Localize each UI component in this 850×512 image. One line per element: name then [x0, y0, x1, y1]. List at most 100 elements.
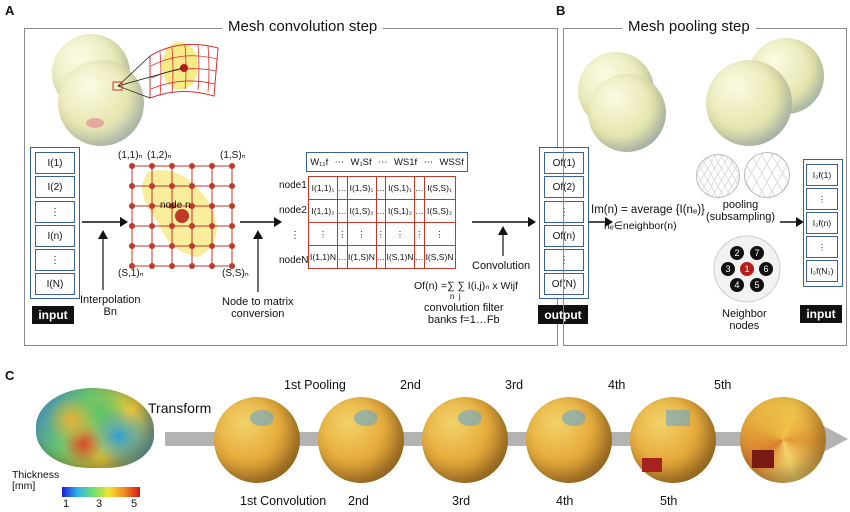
matrix-cell: I(S,S)₂	[423, 199, 456, 223]
matrix-cell: ⋮	[375, 222, 386, 246]
arrow-to-matrix	[240, 217, 282, 227]
matrix-row-label: node1	[279, 180, 307, 191]
matrix-row-label: ⋮	[290, 230, 300, 241]
matrix-cell: ⋮	[423, 222, 456, 246]
matrix-cell: I(1,S)₂	[346, 199, 377, 223]
pooling-formula: Im(n) = average {I(nₑ)}	[591, 204, 705, 216]
pooling-label: pooling (subsampling)	[706, 199, 776, 223]
transform-label: Transform	[148, 400, 212, 416]
matrix-cell: I(S,S)₁	[423, 176, 456, 200]
matrix-cell: I(1,1)₁	[308, 176, 338, 200]
pooling-formula-sub: nₑ∈neighbor(n)	[604, 220, 677, 232]
convolution-label: Convolution	[472, 260, 531, 272]
pooled-cell: I₂f(1)	[806, 164, 838, 186]
output-cell: Of(2)	[544, 176, 584, 198]
convolution-stage-label: 1st Convolution	[240, 494, 327, 508]
arrow-output-to-pooling	[589, 217, 613, 227]
matrix-cell: ⋮	[337, 222, 348, 246]
output-cell: Of(1)	[544, 152, 584, 174]
matrix-cell: …	[375, 176, 386, 200]
node-to-matrix-label: Node to matrix conversion	[222, 296, 294, 320]
matrix-cell: …	[414, 199, 425, 223]
neighbor-nodes-label: Neighbor nodes	[722, 308, 767, 332]
wire-sphere-fine	[696, 154, 740, 198]
weight-label: ⋯	[423, 156, 434, 168]
matrix-cell: I(1,1)N	[308, 245, 338, 269]
matrix-cell: …	[414, 245, 425, 269]
grid-label-bottom-left: (S,1)ₙ	[118, 268, 144, 279]
stage-sphere-6	[740, 397, 826, 483]
pooled-cell: ⋮	[806, 236, 838, 258]
pooling-stage-label: 4th	[608, 378, 626, 392]
colorbar-tick: 5	[131, 498, 138, 510]
table-row: ⋮ ⋮ ⋮ ⋮ ⋮ ⋮ ⋮	[308, 222, 456, 246]
grid-label-top-second: (1,2)ₙ	[147, 150, 172, 161]
output-cell: ⋮	[544, 249, 584, 271]
sphere-blue-patch	[458, 410, 482, 426]
matrix-cell: ⋮	[346, 222, 377, 246]
arrow-convolution	[498, 226, 508, 256]
matrix-cell: …	[337, 176, 348, 200]
convolution-stage-label: 5th	[660, 494, 678, 508]
panel-b-letter: B	[556, 3, 566, 18]
input-cell: I(N)	[35, 273, 75, 295]
grid-label-bottom-right: (S,S)ₙ	[222, 268, 249, 279]
grid-center-label: node n	[160, 200, 191, 211]
neighbor-node: 7	[750, 246, 764, 260]
matrix-cell: I(1,S)N	[346, 245, 377, 269]
colorbar-tick: 3	[96, 498, 103, 510]
grid-label-top-left: (1,1)ₙ	[118, 150, 143, 161]
matrix-cell: …	[337, 245, 348, 269]
input-cell: I(1)	[35, 152, 75, 174]
brain-surface	[36, 388, 154, 468]
weight-label: W₁₁f	[310, 156, 329, 168]
output-column: Of(1) Of(2) ⋮ Of(n) ⋮ Of(N)	[539, 147, 589, 299]
fine-sphere-front	[706, 60, 792, 146]
weight-label: ⋯	[378, 156, 388, 168]
neighbor-node: 5	[750, 278, 764, 292]
matrix-row-label: node2	[279, 205, 307, 216]
arrow-interpolation	[98, 230, 108, 290]
output-cell: Of(n)	[544, 225, 584, 247]
neighbor-node-center: 1	[740, 262, 754, 276]
thickness-colorbar	[62, 487, 140, 497]
panel-a-letter: A	[5, 3, 15, 18]
pooled-input-badge: input	[800, 305, 842, 323]
pooling-stage-label: 2nd	[400, 378, 421, 392]
matrix-cell: …	[375, 245, 386, 269]
weight-label: WSSf	[439, 156, 464, 168]
matrix-cell: I(S,S)N	[423, 245, 456, 269]
sphere-blue-patch	[562, 410, 586, 426]
colorbar-tick: 1	[63, 498, 70, 510]
input-cell: I(n)	[35, 225, 75, 247]
matrix-cell: ⋮	[385, 222, 415, 246]
table-row: I(1,1)₁ … I(1,S)₁ … I(S,1)₁ … I(S,S)₁	[308, 176, 456, 200]
input-cell: ⋮	[35, 249, 75, 271]
thickness-hotspot	[86, 118, 104, 128]
input-cell: ⋮	[35, 201, 75, 223]
input-badge: input	[32, 306, 74, 324]
matrix-cell: I(S,1)₂	[385, 199, 415, 223]
arrow-node-to-matrix	[253, 230, 263, 292]
interpolation-grid	[129, 163, 235, 269]
neighbor-node: 3	[721, 262, 735, 276]
sphere-red-patch	[752, 450, 774, 468]
panel-a-title: Mesh convolution step	[222, 18, 384, 35]
convolution-formula: Of(n) =∑ ∑ I(i,j)ₙ x Wijf	[414, 280, 519, 292]
arrow-to-pooled	[780, 217, 804, 227]
pooled-cell: ⋮	[806, 188, 838, 210]
mesh-sphere-front	[58, 60, 144, 146]
weight-label: ⋯	[334, 156, 345, 168]
neighbor-node: 2	[730, 246, 744, 260]
pooling-stage-label: 5th	[714, 378, 732, 392]
pooling-stage-label: 1st Pooling	[284, 378, 346, 392]
pooled-column: I₂f(1) ⋮ I₂f(n) ⋮ I₂f(N₂)	[803, 159, 843, 287]
table-row: I(1,1)₂ … I(1,S)₂ … I(S,1)₂ … I(S,S)₂	[308, 199, 456, 223]
node-matrix: I(1,1)₁ … I(1,S)₁ … I(S,1)₁ … I(S,S)₁ I(…	[308, 176, 456, 269]
colorbar-title: Thickness [mm]	[12, 469, 60, 492]
coarse-sphere-front	[588, 74, 666, 152]
matrix-cell: I(1,S)₁	[346, 176, 377, 200]
matrix-cell: ⋮	[308, 222, 338, 246]
output-cell: ⋮	[544, 201, 584, 223]
matrix-cell: …	[414, 176, 425, 200]
